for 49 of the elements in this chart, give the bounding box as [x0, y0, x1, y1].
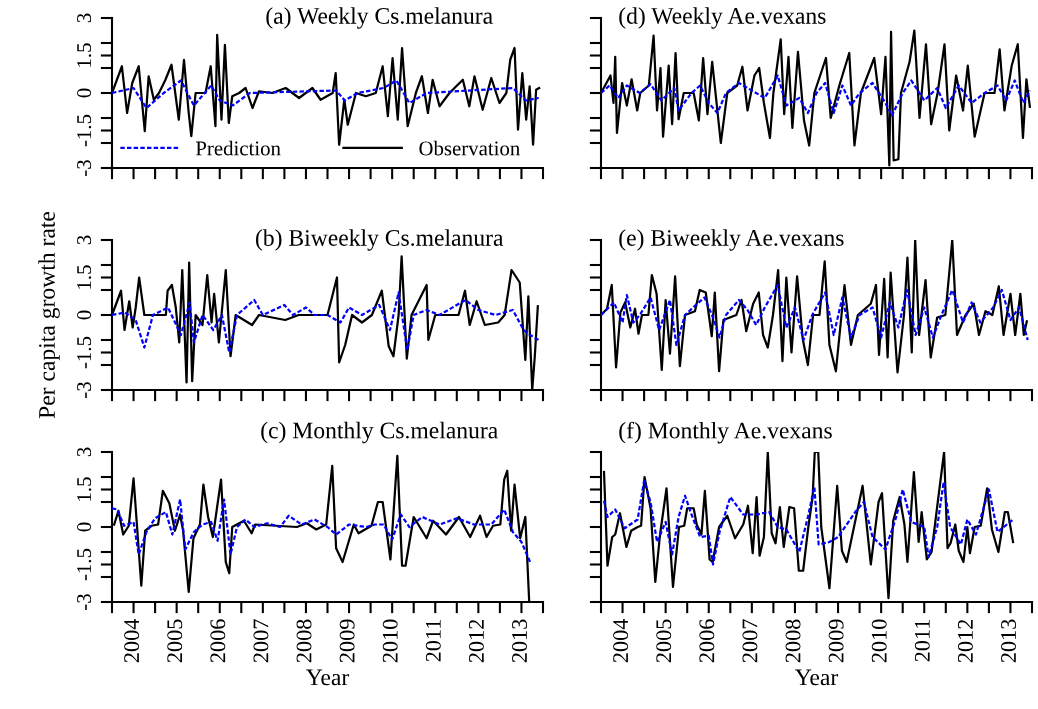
x-tick-label: 2012	[468, 619, 484, 663]
y-tick-label: -3	[77, 382, 92, 398]
x-tick-label: 2008	[785, 619, 801, 663]
x-tick-label: 2004	[613, 619, 629, 663]
x-axis-title: Year	[795, 669, 839, 686]
y-tick-label: -3	[77, 160, 92, 176]
y-tick-label: 0	[77, 310, 92, 320]
x-tick-label: 2005	[656, 619, 672, 663]
legend-label: Observation	[419, 140, 520, 156]
y-tick-label: -1.5	[77, 336, 92, 369]
chart-title: (b) Biweekly Cs.melanura	[256, 229, 504, 251]
chart-title: (d) Weekly Ae.vexans	[619, 7, 826, 29]
x-tick-label: 2009	[339, 619, 355, 663]
y-tick-label: 1.5	[77, 43, 92, 67]
legend-label: Prediction	[195, 140, 281, 156]
line-series	[112, 498, 532, 564]
y-tick-label: -3	[77, 594, 92, 610]
y-tick-label: 0	[77, 88, 92, 98]
y-tick-label: 3	[77, 447, 92, 457]
x-axis-title: Year	[306, 669, 350, 686]
line-series	[112, 291, 540, 354]
x-tick-label: 2011	[914, 620, 930, 662]
y-tick-label: 3	[77, 235, 92, 245]
x-tick-label: 2007	[253, 619, 269, 663]
y-tick-label: -1.5	[77, 548, 92, 581]
chart-title: (a) Weekly Cs.melanura	[266, 7, 493, 29]
chart-title: (f) Monthly Ae.vexans	[619, 421, 832, 444]
x-tick-label: 2007	[742, 619, 758, 663]
y-tick-label: 1.5	[77, 477, 92, 501]
x-tick-label: 2006	[699, 619, 715, 663]
x-tick-label: 2006	[210, 619, 226, 663]
x-tick-label: 2004	[124, 619, 140, 663]
line-series	[112, 79, 540, 110]
y-tick-label: -1.5	[77, 114, 92, 147]
x-tick-label: 2013	[1001, 619, 1017, 663]
x-tick-label: 2013	[512, 619, 528, 663]
x-tick-label: 2010	[871, 619, 887, 663]
x-tick-label: 2011	[425, 620, 441, 662]
x-tick-label: 2005	[167, 619, 183, 663]
x-tick-label: 2012	[957, 619, 973, 663]
chart-title: (e) Biweekly Ae.vexans	[619, 229, 844, 251]
y-tick-label: 1.5	[77, 265, 92, 289]
y-tick-label: 3	[77, 13, 92, 23]
x-tick-label: 2009	[828, 619, 844, 663]
y-axis-title: Per capita growth rate	[38, 211, 60, 419]
x-tick-label: 2008	[296, 619, 312, 663]
chart-title: (c) Monthly Cs.melanura	[261, 421, 498, 444]
x-tick-label: 2010	[382, 619, 398, 663]
y-tick-label: 0	[77, 522, 92, 532]
